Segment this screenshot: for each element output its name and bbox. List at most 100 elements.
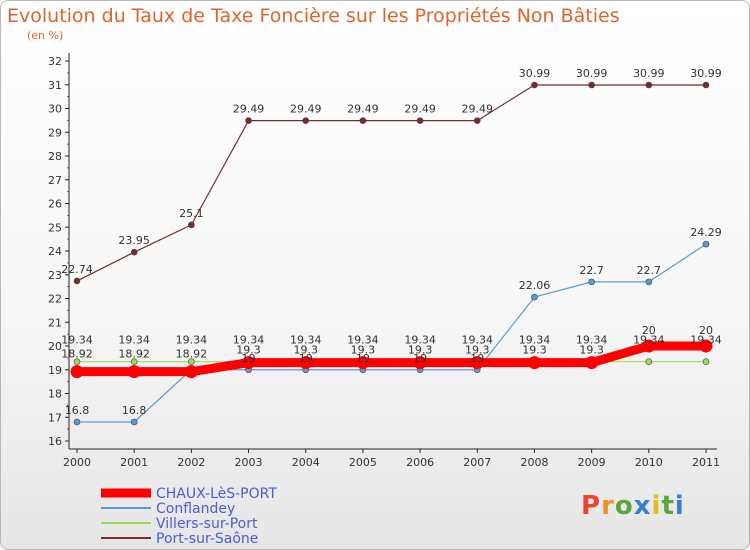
data-point	[702, 240, 710, 248]
data-label: 22.7	[637, 264, 662, 277]
data-point	[130, 358, 138, 365]
chart-subtitle: (en %)	[27, 29, 64, 42]
data-point	[699, 339, 713, 353]
logo-letter: P	[581, 491, 602, 521]
y-tick-label: 27	[48, 174, 62, 187]
y-tick-label: 30	[48, 103, 62, 116]
data-point	[645, 278, 653, 286]
y-tick-label: 29	[48, 126, 62, 139]
data-label: 19	[242, 352, 256, 365]
data-point	[588, 278, 595, 286]
legend-label: Conflandey	[156, 501, 235, 517]
y-tick-label: 24	[48, 245, 62, 258]
data-label: 24.29	[690, 226, 722, 239]
data-label: 19.3	[293, 344, 318, 357]
data-point	[588, 81, 595, 89]
data-label: 23.95	[118, 234, 150, 247]
data-label: 19.3	[465, 344, 490, 357]
data-label: 18.92	[61, 348, 93, 361]
data-label: 19	[470, 352, 484, 365]
data-label: 20	[699, 324, 713, 337]
y-tick-label: 31	[48, 79, 62, 92]
data-label: 29.49	[404, 103, 436, 116]
logo-letter: t	[661, 491, 675, 521]
x-tick-label: 2007	[463, 456, 491, 469]
data-point	[531, 81, 538, 89]
data-point	[470, 356, 484, 370]
data-point	[645, 81, 653, 89]
data-label: 20	[642, 324, 656, 337]
data-label: 19.34	[404, 334, 436, 347]
data-point	[527, 356, 541, 370]
x-tick-label: 2011	[692, 456, 720, 469]
data-label: 19	[413, 352, 427, 365]
data-point	[473, 117, 481, 124]
data-point	[73, 418, 81, 426]
data-label: 19.3	[579, 344, 604, 357]
data-point	[184, 365, 198, 379]
data-label: 19.34	[633, 334, 665, 347]
data-label: 30.99	[576, 67, 608, 80]
series-line-port-sur-saone	[76, 84, 707, 282]
legend-label: Port-sur-Saône	[156, 531, 258, 547]
x-tick-label: 2008	[520, 456, 548, 469]
data-label: 18.92	[118, 348, 150, 361]
series-line-chaux-les-port	[72, 341, 711, 377]
data-label: 30.99	[633, 67, 665, 80]
legend-label: CHAUX-LèS-PORT	[156, 486, 277, 502]
data-point	[73, 277, 81, 285]
data-label: 19	[356, 352, 370, 365]
series-line-conflandey	[76, 243, 707, 423]
y-tick-label: 18	[48, 388, 62, 401]
y-tick-label: 20	[48, 340, 62, 353]
data-label: 19.34	[690, 334, 722, 347]
data-point	[127, 365, 141, 379]
data-point	[413, 356, 427, 370]
series-lines	[70, 81, 713, 426]
data-point	[188, 221, 195, 229]
logo-letter: r	[601, 491, 615, 521]
x-tick-label: 2000	[63, 456, 91, 469]
data-labels: 18.92 18.92 18.92 19.3 19.3 19.3 19.3 19.3 19.3 1…	[61, 67, 722, 417]
data-point	[531, 293, 538, 301]
x-tick-label: 2001	[120, 456, 148, 469]
data-point	[416, 117, 424, 124]
data-label: 22.7	[579, 264, 604, 277]
data-point	[642, 339, 656, 353]
x-tick-label: 2005	[349, 456, 377, 469]
data-point	[585, 356, 599, 370]
data-point	[188, 358, 195, 365]
y-tick-label: 22	[48, 293, 62, 306]
data-point	[242, 356, 256, 370]
y-tick-label: 25	[48, 221, 62, 234]
x-tick-label: 2002	[177, 456, 205, 469]
data-label: 29.49	[462, 103, 494, 116]
data-point	[73, 358, 81, 365]
data-label: 19.34	[576, 334, 608, 347]
y-tick-label: 19	[48, 364, 62, 377]
data-label: 29.49	[233, 103, 265, 116]
y-tick-label: 28	[48, 150, 62, 163]
data-point	[70, 365, 84, 379]
data-label: 29.49	[347, 103, 379, 116]
data-label: 19.3	[351, 344, 376, 357]
data-label: 19.34	[347, 334, 379, 347]
data-label: 22.74	[61, 263, 93, 276]
data-label: 19.3	[236, 344, 261, 357]
data-label: 16.8	[122, 404, 147, 417]
data-point	[130, 248, 138, 256]
data-label: 19.34	[118, 334, 150, 347]
data-point	[702, 81, 710, 89]
x-tick-label: 2006	[406, 456, 434, 469]
data-point	[130, 418, 138, 426]
data-point	[356, 356, 370, 370]
data-point	[299, 356, 313, 370]
x-tick-label: 2010	[635, 456, 663, 469]
data-point	[302, 117, 310, 124]
data-label: 18.92	[176, 348, 208, 361]
chart-title: Evolution du Taux de Taxe Foncière sur l…	[7, 5, 620, 27]
data-label: 19.34	[290, 334, 322, 347]
data-label: 19.34	[233, 334, 265, 347]
